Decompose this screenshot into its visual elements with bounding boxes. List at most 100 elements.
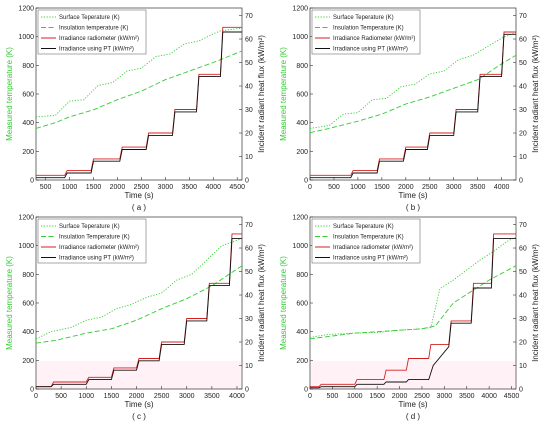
- y-left-tick-label: 600: [296, 92, 308, 99]
- y-right-tick-label: 40: [245, 293, 253, 300]
- x-tick-label: 2000: [398, 184, 414, 191]
- legend: Surface Teperature (K) Insulation Tempera…: [311, 218, 421, 264]
- y-left-tick-label: 400: [22, 120, 34, 127]
- y-left-tick-label: 1000: [18, 34, 34, 41]
- x-tick-label: 1000: [78, 393, 94, 400]
- x-tick-label: 4000: [494, 184, 510, 191]
- y-right-tick-label: 10: [519, 154, 527, 161]
- x-tick-label: 0: [308, 184, 312, 191]
- y-right-tick-label: 60: [519, 37, 527, 44]
- series-line-4: [310, 238, 516, 389]
- y-right-tick-label: 60: [245, 246, 253, 253]
- y-left-tick-label: 400: [296, 329, 308, 336]
- legend-entry: Irradiance Radiometer (kW/m²): [333, 36, 415, 42]
- x-axis-label: Time (s): [124, 191, 153, 200]
- legend-entry: Surface Teperature (K): [333, 224, 394, 230]
- legend-entry: Irradiance using PT (kW/m²): [59, 47, 134, 53]
- x-axis-label: Time (s): [398, 400, 427, 409]
- x-tick-label: 4500: [504, 393, 520, 400]
- x-tick-label: 1500: [104, 393, 120, 400]
- panel-d: 0 500 1000 1500 2000 2500 3000 3500 4000 45000200…: [279, 215, 540, 422]
- y-right-tick-label: 40: [519, 293, 527, 300]
- x-tick-label: 3500: [204, 393, 220, 400]
- legend-entry: Insulation Temperature (K): [59, 235, 130, 241]
- legend-entry: Irradiance radiometer (kW/m²): [333, 245, 413, 251]
- y-right-tick-label: 20: [519, 131, 527, 138]
- y-right-tick-label: 10: [245, 363, 253, 370]
- y-left-tick-label: 1200: [18, 6, 34, 13]
- y-left-tick-label: 600: [22, 92, 34, 99]
- series-line-2: [309, 265, 517, 340]
- legend-entry: Insulation Temperature (K): [333, 26, 404, 32]
- x-tick-label: 3000: [179, 393, 195, 400]
- y-left-tick-label: 400: [22, 329, 34, 336]
- x-tick-label: 4000: [205, 184, 221, 191]
- y-right-tick-label: 40: [245, 84, 253, 91]
- y-right-tick-label: 0: [245, 178, 249, 185]
- y-left-tick-label: 0: [304, 387, 308, 394]
- y-left-tick-label: 1000: [18, 243, 34, 250]
- series-line-1: [309, 31, 517, 129]
- x-tick-label: 2000: [129, 393, 145, 400]
- y-right-axis-label: Incident radiant heat flux (kW/m²): [257, 244, 266, 362]
- x-tick-label: 3000: [437, 393, 453, 400]
- y-right-tick-label: 50: [245, 60, 253, 67]
- x-tick-label: 3500: [182, 184, 198, 191]
- x-tick-label: 0: [308, 393, 312, 400]
- series-line-4: [310, 33, 516, 179]
- y-left-axis-label: Measured temperature (K): [279, 47, 288, 141]
- legend-entry: Surface Teperature (K): [59, 15, 120, 21]
- y-right-tick-label: 70: [245, 13, 253, 20]
- pink-band: [311, 360, 515, 389]
- y-left-tick-label: 400: [296, 120, 308, 127]
- series-line-3: [36, 233, 242, 388]
- x-tick-label: 1000: [62, 184, 78, 191]
- y-right-tick-label: 40: [519, 84, 527, 91]
- y-right-tick-label: 50: [519, 269, 527, 276]
- y-right-tick-label: 50: [245, 269, 253, 276]
- x-tick-label: 500: [327, 393, 339, 400]
- y-right-tick-label: 20: [245, 131, 253, 138]
- x-tick-label: 4500: [229, 184, 245, 191]
- y-right-tick-label: 10: [519, 363, 527, 370]
- series-line-2: [35, 50, 243, 129]
- x-tick-label: 3500: [470, 184, 486, 191]
- legend-entry: Insulation Temperature (K): [333, 235, 404, 241]
- legend-entry: Surface Teperature (K): [59, 224, 120, 230]
- x-tick-label: 2500: [414, 393, 430, 400]
- y-left-tick-label: 800: [296, 272, 308, 279]
- legend: Surface Teperature (K) Insulation tempera…: [37, 9, 147, 55]
- y-right-tick-label: 60: [245, 37, 253, 44]
- subplot-label: ( a ): [132, 203, 147, 212]
- y-right-tick-label: 0: [519, 387, 523, 394]
- y-left-tick-label: 1200: [292, 6, 308, 13]
- y-left-tick-label: 0: [30, 387, 34, 394]
- series-line-2: [309, 54, 517, 134]
- legend: Surface Teperature (K) Insulation Tempera…: [37, 218, 147, 264]
- x-tick-label: 4000: [229, 393, 245, 400]
- x-tick-label: 2500: [154, 393, 170, 400]
- x-tick-label: 2000: [110, 184, 126, 191]
- y-right-tick-label: 70: [245, 222, 253, 229]
- x-tick-label: 2500: [134, 184, 150, 191]
- x-tick-label: 500: [55, 393, 67, 400]
- y-right-tick-label: 20: [245, 340, 253, 347]
- legend-entry: Irradiance using PT (kW/m²): [333, 256, 408, 262]
- legend-entry: Irradiance using PT (kW/m²): [333, 47, 408, 53]
- y-left-tick-label: 1000: [292, 243, 308, 250]
- y-right-tick-label: 60: [519, 246, 527, 253]
- series-line-3: [310, 233, 516, 388]
- y-left-tick-label: 0: [304, 178, 308, 185]
- legend-entry: Irradiance using PT (kW/m²): [59, 256, 134, 262]
- y-right-axis-label: Incident radiant heat flux (kW/m²): [531, 244, 540, 362]
- x-tick-label: 0: [34, 393, 38, 400]
- y-left-tick-label: 1000: [292, 34, 308, 41]
- x-tick-label: 3500: [459, 393, 475, 400]
- y-right-tick-label: 20: [519, 340, 527, 347]
- subplot-label: ( d ): [406, 412, 421, 421]
- y-right-tick-label: 30: [245, 107, 253, 114]
- panel-a: 500 1000 1500 2000 2500 3000 3500 4000 450002004…: [5, 6, 266, 213]
- y-left-tick-label: 200: [296, 358, 308, 365]
- x-axis-label: Time (s): [124, 400, 153, 409]
